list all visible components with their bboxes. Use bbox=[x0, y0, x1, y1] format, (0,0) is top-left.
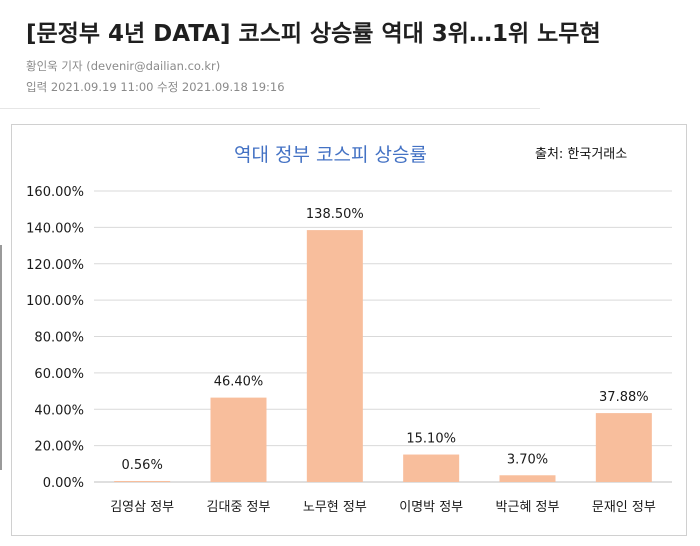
data-label: 37.88% bbox=[599, 390, 649, 405]
y-tick-label: 140.00% bbox=[26, 221, 84, 236]
y-tick-label: 100.00% bbox=[26, 294, 84, 309]
left-edge-divider bbox=[0, 245, 2, 470]
bar bbox=[595, 413, 652, 482]
bar bbox=[499, 475, 556, 482]
bar bbox=[210, 397, 267, 482]
y-tick-label: 80.00% bbox=[34, 331, 84, 346]
x-category-label: 김대중 정부 bbox=[207, 500, 271, 515]
y-tick-label: 40.00% bbox=[34, 403, 84, 418]
x-category-label: 노무현 정부 bbox=[303, 500, 367, 515]
y-tick-label: 160.00% bbox=[26, 185, 84, 200]
article-byline: 황인욱 기자 (devenir@dailian.co.kr) bbox=[26, 59, 221, 73]
x-category-label: 김영삼 정부 bbox=[110, 500, 174, 515]
data-label: 46.40% bbox=[214, 375, 264, 390]
x-category-label: 박근혜 정부 bbox=[496, 500, 560, 515]
y-tick-label: 60.00% bbox=[34, 367, 84, 382]
bar bbox=[403, 454, 460, 482]
header-divider bbox=[0, 108, 540, 109]
y-tick-label: 0.00% bbox=[43, 476, 84, 491]
data-label: 15.10% bbox=[406, 432, 456, 447]
x-category-label: 문재인 정부 bbox=[592, 500, 656, 515]
chart-source: 출처: 한국거래소 bbox=[535, 147, 628, 162]
y-tick-label: 20.00% bbox=[34, 440, 84, 455]
bar bbox=[114, 480, 171, 482]
data-label: 0.56% bbox=[122, 458, 163, 473]
bar bbox=[306, 230, 363, 482]
chart-title: 역대 정부 코스피 상승률 bbox=[234, 144, 427, 166]
x-category-label: 이명박 정부 bbox=[399, 500, 463, 515]
article-dateline: 입력 2021.09.19 11:00 수정 2021.09.18 19:16 bbox=[26, 80, 285, 94]
y-tick-label: 120.00% bbox=[26, 258, 84, 273]
article-headline: [문정부 4년 DATA] 코스피 상승률 역대 3위…1위 노무현 bbox=[26, 21, 601, 47]
data-label: 138.50% bbox=[306, 207, 364, 222]
data-label: 3.70% bbox=[507, 452, 548, 467]
